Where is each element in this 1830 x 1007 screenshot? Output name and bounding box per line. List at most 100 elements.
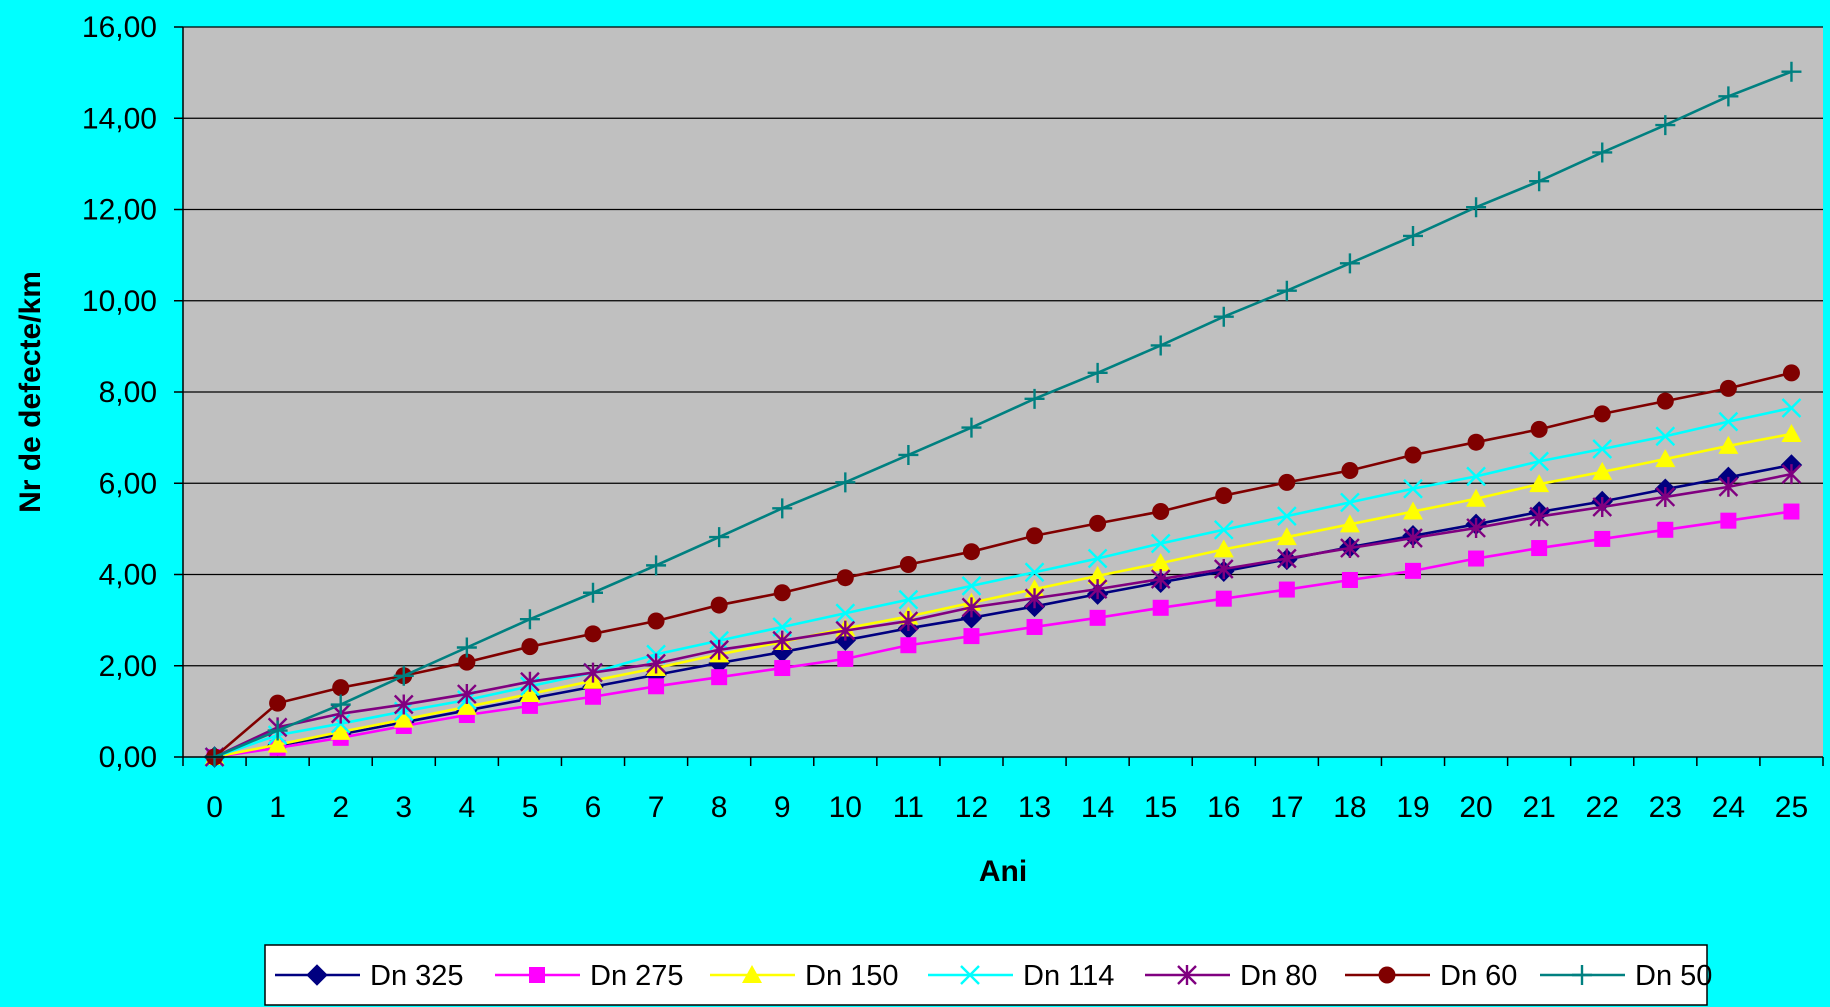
data-point xyxy=(332,679,350,697)
data-point xyxy=(520,671,540,692)
legend-swatch-marker xyxy=(306,964,328,986)
data-point xyxy=(709,527,730,548)
series-line xyxy=(214,510,1792,759)
y-tick-label: 8,00 xyxy=(99,376,157,409)
data-point xyxy=(1276,280,1297,301)
data-point xyxy=(1592,142,1613,163)
legend-item: Dn 60 xyxy=(1345,960,1517,992)
legend: Dn 325 Dn 275 Dn 150 Dn 114 Dn 80 Dn 60 Dn 50 xyxy=(264,944,1712,1006)
data-point xyxy=(521,638,539,656)
x-tick-label: 18 xyxy=(1333,791,1366,824)
data-point xyxy=(898,444,919,465)
series-dn-50 xyxy=(204,61,1802,767)
x-tick-label: 22 xyxy=(1586,791,1619,824)
data-point xyxy=(1213,519,1234,540)
legend-item: Dn 80 xyxy=(1145,960,1317,992)
data-point xyxy=(1593,405,1611,423)
y-tick-label: 4,00 xyxy=(99,559,157,592)
x-tick-label: 1 xyxy=(269,791,286,824)
y-tick-label: 16,00 xyxy=(82,11,157,44)
data-point xyxy=(519,684,540,703)
data-point xyxy=(1466,466,1486,487)
data-point xyxy=(1024,388,1045,409)
data-point xyxy=(963,628,980,645)
series-dn-80 xyxy=(204,464,1802,767)
data-point xyxy=(1404,446,1422,464)
data-point xyxy=(267,734,288,753)
data-point xyxy=(585,688,601,705)
data-point xyxy=(456,684,477,705)
data-point xyxy=(393,694,414,715)
data-point xyxy=(1276,527,1297,546)
data-point xyxy=(1655,426,1676,447)
data-point xyxy=(1718,476,1739,497)
legend-swatch-marker xyxy=(742,965,762,983)
x-axis-title: Ani xyxy=(979,855,1027,888)
data-point xyxy=(900,637,917,654)
data-point xyxy=(1403,528,1423,548)
data-point xyxy=(1466,517,1486,538)
data-point xyxy=(456,696,477,715)
series-line xyxy=(214,463,1792,759)
x-tick-label: 23 xyxy=(1649,791,1682,824)
x-tick-label: 17 xyxy=(1270,791,1303,824)
data-point xyxy=(1655,449,1676,468)
legend-label: Dn 150 xyxy=(805,960,899,992)
x-tick-label: 16 xyxy=(1207,791,1240,824)
data-point xyxy=(1278,473,1296,491)
data-point xyxy=(1213,559,1234,580)
data-point xyxy=(1656,392,1674,410)
legend-item: Dn 114 xyxy=(928,960,1114,992)
data-point xyxy=(711,669,728,686)
data-point xyxy=(1341,571,1358,588)
data-point xyxy=(1278,581,1295,598)
x-tick-label: 8 xyxy=(711,791,728,824)
x-tick-label: 24 xyxy=(1712,791,1745,824)
data-point xyxy=(1152,503,1170,521)
data-point xyxy=(269,694,287,712)
x-tick-label: 19 xyxy=(1396,791,1429,824)
legend-swatch-marker xyxy=(1572,965,1592,985)
data-point xyxy=(583,662,603,683)
x-tick-label: 25 xyxy=(1775,791,1808,824)
x-tick-label: 11 xyxy=(893,791,924,824)
data-point xyxy=(1150,553,1171,572)
axes xyxy=(174,26,1824,766)
data-point xyxy=(772,630,793,651)
data-point xyxy=(330,721,351,740)
data-point xyxy=(1087,565,1108,584)
series-dn-60 xyxy=(206,364,1800,766)
x-tick-label: 14 xyxy=(1081,791,1114,824)
x-tick-label: 13 xyxy=(1018,791,1051,824)
data-point xyxy=(774,660,791,677)
x-tick-label: 21 xyxy=(1522,791,1555,824)
data-point xyxy=(1403,478,1423,499)
legend-swatch-marker xyxy=(1177,965,1197,985)
series-line xyxy=(213,472,1792,759)
data-point xyxy=(1467,433,1485,451)
data-point xyxy=(1152,599,1169,616)
y-tick-label: 0,00 xyxy=(99,741,157,774)
x-tick-label: 0 xyxy=(206,791,223,824)
data-point xyxy=(458,653,476,671)
data-point xyxy=(1213,539,1234,558)
data-point xyxy=(647,612,665,630)
data-point xyxy=(393,709,414,728)
legend-item: Dn 325 xyxy=(275,960,464,992)
x-tick-label: 2 xyxy=(332,791,349,824)
data-point xyxy=(1531,540,1548,557)
legend-item: Dn 275 xyxy=(495,960,684,992)
data-point xyxy=(1087,579,1108,600)
data-point xyxy=(1592,461,1613,480)
data-point xyxy=(1719,379,1737,397)
data-point xyxy=(1089,609,1106,626)
y-tick-label: 2,00 xyxy=(99,650,157,683)
data-point xyxy=(1213,306,1234,327)
data-point xyxy=(1403,225,1423,246)
data-point xyxy=(1529,451,1549,472)
data-point xyxy=(1215,590,1232,607)
data-point xyxy=(1530,420,1548,438)
data-point xyxy=(1026,527,1044,545)
data-point xyxy=(899,555,917,573)
